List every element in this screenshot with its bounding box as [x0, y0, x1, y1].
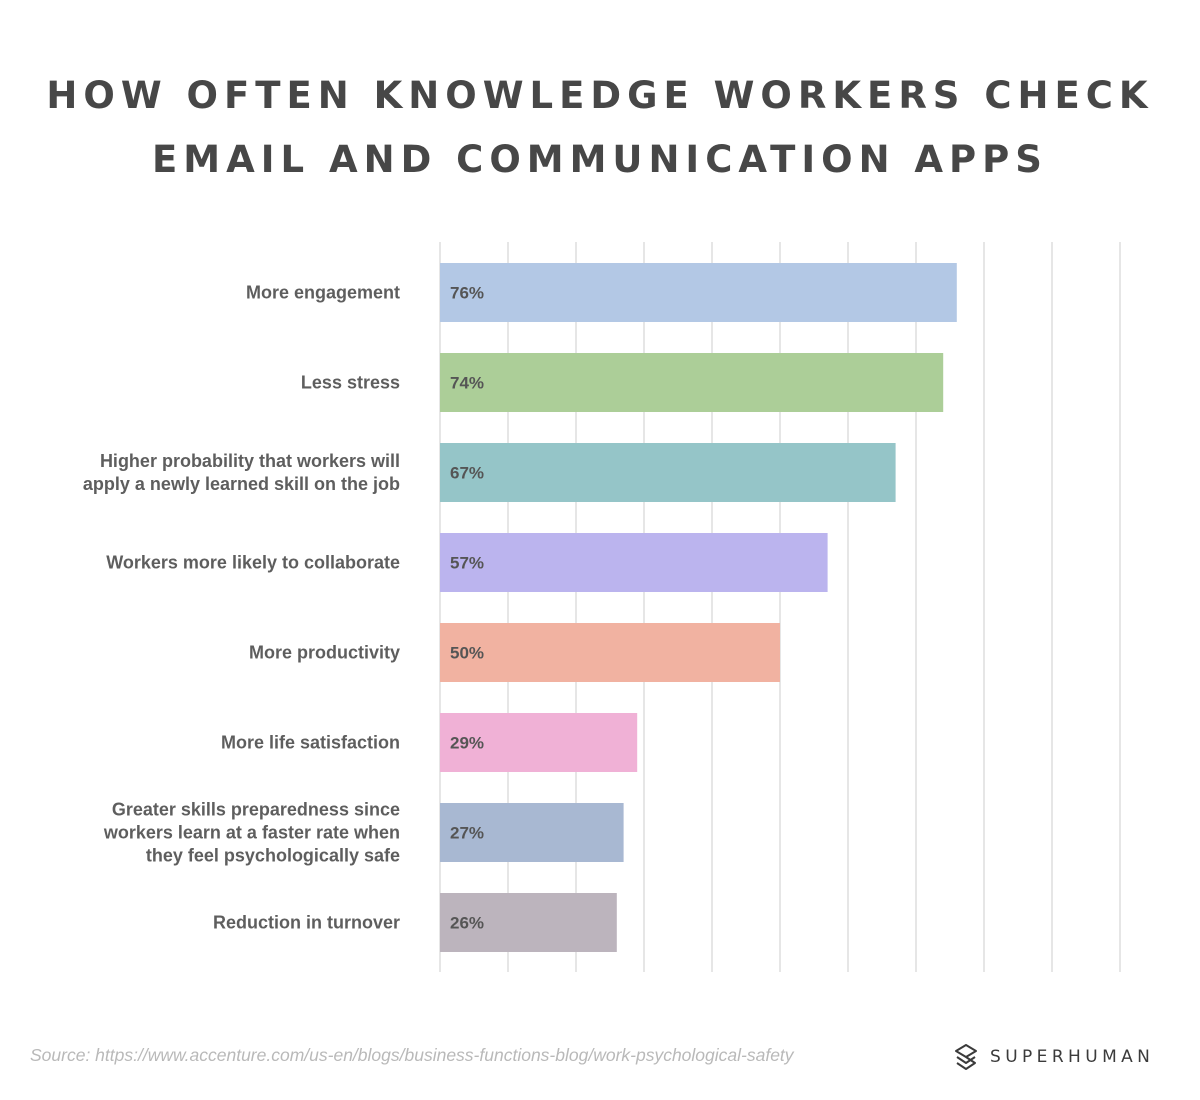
brand-logo: SUPERHUMAN [954, 1040, 1154, 1074]
source-note: Source: https://www.accenture.com/us-en/… [30, 1045, 794, 1065]
bar [440, 263, 957, 322]
bar [440, 893, 617, 952]
value-labels: 76% 74% 67% 57% 50% 29% 27% 26% [450, 284, 484, 933]
category-label-line: More life satisfaction [221, 733, 400, 753]
bar [440, 533, 828, 592]
category-label-line: Higher probability that workers will [100, 451, 400, 471]
category-label-line: workers learn at a faster rate when [103, 823, 400, 843]
bar [440, 803, 624, 862]
category-label-line: Workers more likely to collaborate [106, 553, 400, 573]
gridlines [439, 242, 1121, 972]
chart-title: HOW OFTEN KNOWLEDGE WORKERS CHECK EMAIL … [0, 64, 1200, 192]
bar-value-label: 50% [450, 644, 484, 663]
category-label: Workers more likely to collaborate [106, 553, 400, 573]
category-label-line: Less stress [301, 373, 400, 393]
category-label: More engagement [246, 283, 400, 303]
bar-value-label: 57% [450, 554, 484, 573]
category-label: Less stress [301, 373, 400, 393]
category-label-line: they feel psychologically safe [146, 846, 400, 866]
bar [440, 443, 896, 502]
category-label-line: apply a newly learned skill on the job [83, 474, 400, 494]
category-label: Higher probability that workers will appl… [83, 451, 400, 494]
bar-value-label: 26% [450, 914, 484, 933]
brand-name: SUPERHUMAN [990, 1047, 1155, 1067]
category-label: More productivity [249, 643, 400, 663]
category-label: Reduction in turnover [213, 913, 400, 933]
category-label-line: Reduction in turnover [213, 913, 400, 933]
bar [440, 623, 780, 682]
bar [440, 713, 638, 772]
category-label-line: Greater skills preparedness since [112, 800, 400, 820]
bar-value-label: 27% [450, 824, 484, 843]
chart-title-line-1: HOW OFTEN KNOWLEDGE WORKERS CHECK [46, 74, 1154, 117]
category-label-line: More productivity [249, 643, 400, 663]
superhuman-logo-icon [955, 1044, 977, 1070]
bar-value-label: 29% [450, 734, 484, 753]
bar [440, 353, 944, 412]
category-label: More life satisfaction [221, 733, 400, 753]
bars [440, 263, 957, 952]
bar-value-label: 67% [450, 464, 484, 483]
category-label: Greater skills preparedness since workers… [103, 800, 400, 866]
bar-value-label: 76% [450, 284, 484, 303]
category-label-line: More engagement [246, 283, 400, 303]
bar-value-label: 74% [450, 374, 484, 393]
chart-title-line-2: EMAIL AND COMMUNICATION APPS [152, 138, 1048, 181]
category-labels: More engagement Less stress Higher probabi… [83, 283, 400, 933]
